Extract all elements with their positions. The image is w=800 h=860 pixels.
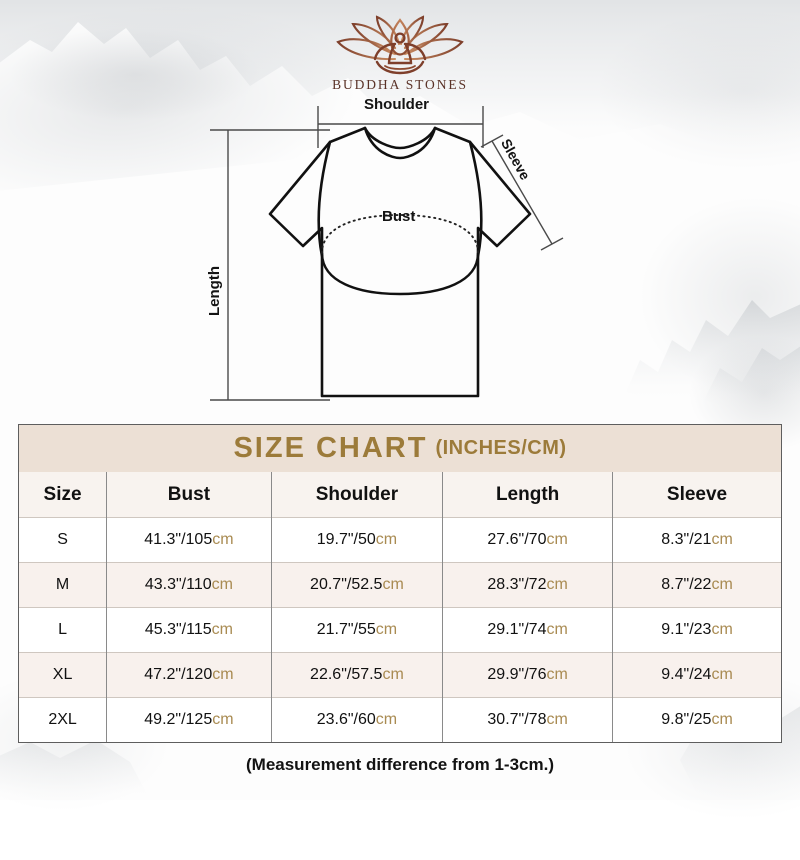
column-header-size: Size: [19, 472, 107, 518]
size-chart-title-bar: SIZE CHART (INCHES/CM): [19, 425, 781, 472]
cell-length: 29.9"/76cm: [442, 652, 613, 698]
cell-shoulder: 22.6"/57.5cm: [270, 652, 443, 698]
table-row: XL 47.2"/120cm 22.6"/57.5cm 29.9"/76cm 9…: [19, 652, 781, 698]
cell-sleeve: 8.3"/21cm: [612, 517, 781, 563]
size-chart-units: (INCHES/CM): [435, 437, 567, 459]
table-row: L 45.3"/115cm 21.7"/55cm 29.1"/74cm 9.1"…: [19, 607, 781, 653]
brand-wordmark: BUDDHA STONES: [332, 77, 468, 92]
cell-size: XL: [19, 652, 107, 698]
table-header-row: Size Bust Shoulder Length Sleeve: [19, 472, 781, 518]
cell-sleeve: 9.4"/24cm: [612, 652, 781, 698]
cell-shoulder: 19.7"/50cm: [270, 517, 443, 563]
cell-bust: 43.3"/110cm: [106, 562, 272, 608]
column-header-length: Length: [442, 472, 613, 518]
dimension-label-length: Length: [206, 266, 223, 316]
cell-bust: 41.3"/105cm: [106, 517, 272, 563]
measurement-note: (Measurement difference from 1-3cm.): [246, 755, 554, 774]
cell-sleeve: 8.7"/22cm: [612, 562, 781, 608]
cell-bust: 49.2"/125cm: [106, 697, 272, 742]
size-chart-card: SIZE CHART (INCHES/CM) Size Bust Shoulde…: [18, 424, 782, 743]
lotus-meditation-icon: [336, 15, 464, 75]
cell-length: 29.1"/74cm: [442, 607, 613, 653]
size-chart-table: Size Bust Shoulder Length Sleeve S 41.3"…: [19, 472, 781, 742]
cell-size: M: [19, 562, 107, 608]
cell-sleeve: 9.1"/23cm: [612, 607, 781, 653]
dimension-label-bust: Bust: [382, 208, 416, 225]
table-row: 2XL 49.2"/125cm 23.6"/60cm 30.7"/78cm 9.…: [19, 697, 781, 742]
tshirt-measurement-diagram: Shoulder Bust Length Sleeve: [0, 96, 800, 421]
cell-size: S: [19, 517, 107, 563]
tshirt-outline-icon: [210, 106, 564, 401]
cell-length: 28.3"/72cm: [442, 562, 613, 608]
table-row: M 43.3"/110cm 20.7"/52.5cm 28.3"/72cm 8.…: [19, 562, 781, 608]
cell-shoulder: 20.7"/52.5cm: [270, 562, 443, 608]
cell-size: 2XL: [19, 697, 107, 742]
column-header-shoulder: Shoulder: [270, 472, 443, 518]
cell-shoulder: 21.7"/55cm: [270, 607, 443, 653]
table-row: S 41.3"/105cm 19.7"/50cm 27.6"/70cm 8.3"…: [19, 517, 781, 563]
size-chart-title: SIZE CHART: [233, 432, 428, 464]
cell-length: 27.6"/70cm: [442, 517, 613, 563]
cell-length: 30.7"/78cm: [442, 697, 613, 742]
ink-mountain-texture-icon: [0, 0, 800, 800]
column-header-sleeve: Sleeve: [612, 472, 781, 518]
cell-size: L: [19, 607, 107, 653]
cell-bust: 47.2"/120cm: [106, 652, 272, 698]
dimension-label-shoulder: Shoulder: [364, 96, 430, 113]
cell-shoulder: 23.6"/60cm: [270, 697, 443, 742]
brand-logo: BUDDHA STONES: [0, 14, 800, 93]
column-header-bust: Bust: [106, 472, 272, 518]
cell-sleeve: 9.8"/25cm: [612, 697, 781, 742]
cell-bust: 45.3"/115cm: [106, 607, 272, 653]
